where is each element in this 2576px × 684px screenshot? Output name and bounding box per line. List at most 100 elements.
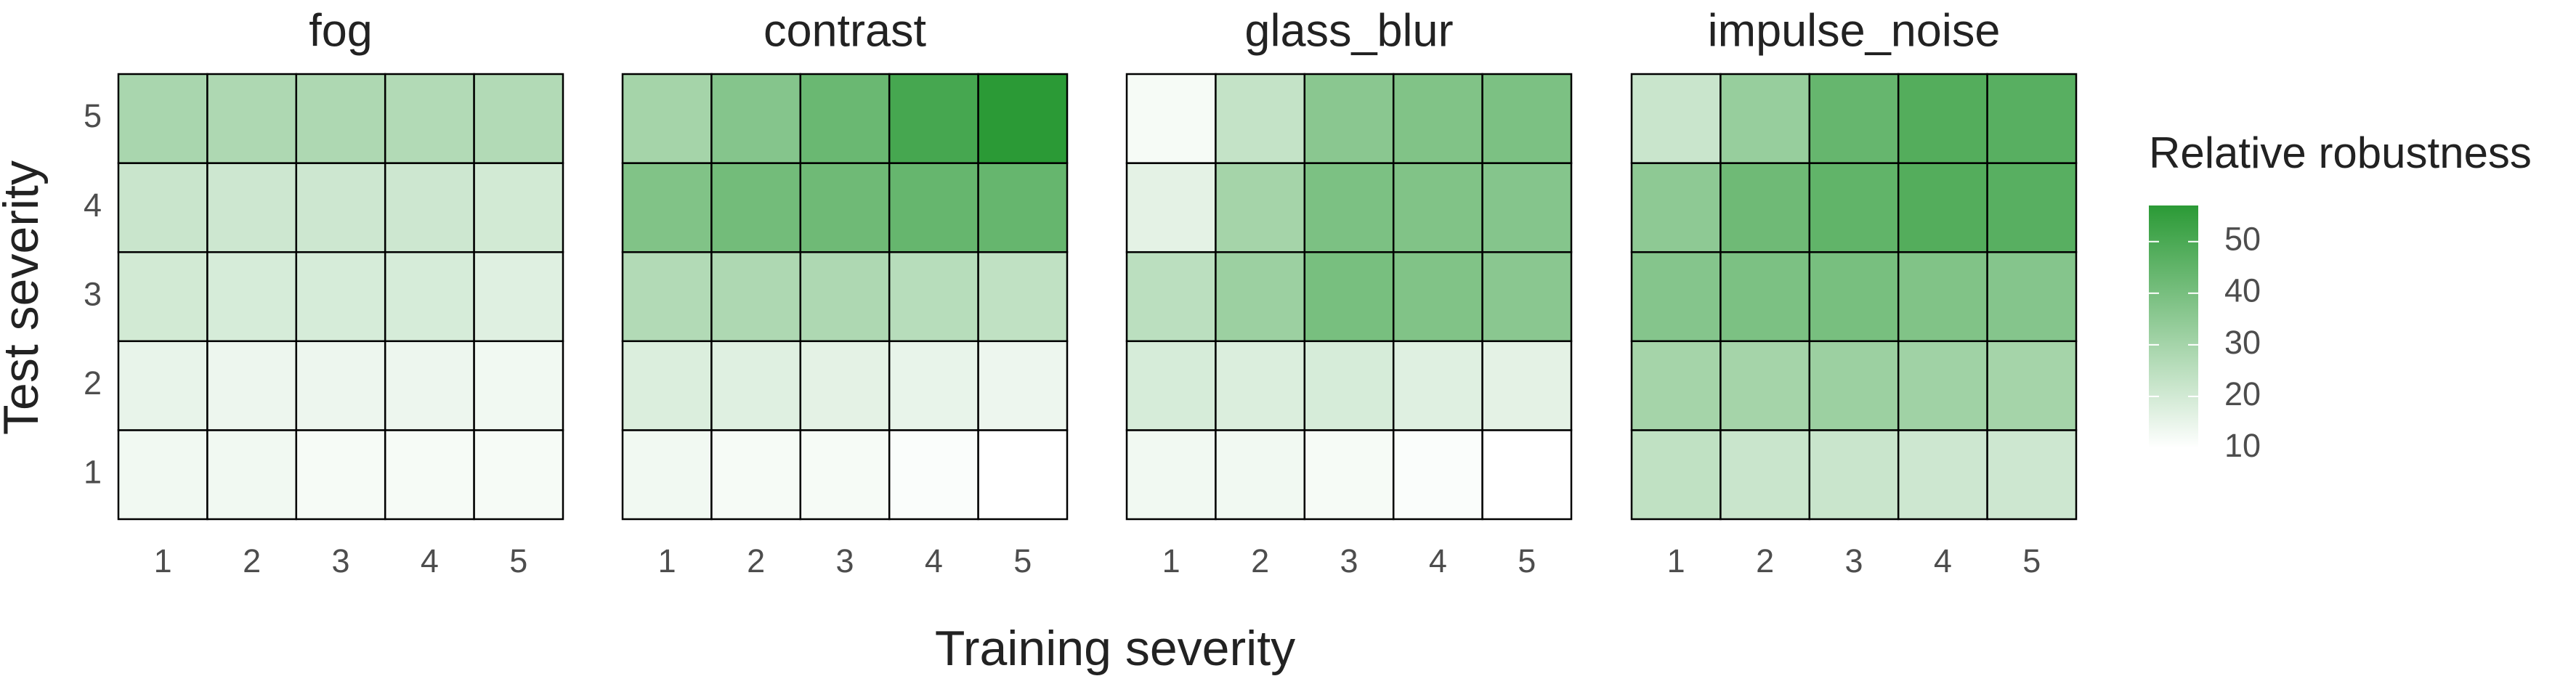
heatmap-cell	[1125, 73, 1217, 164]
heatmap-cell	[1720, 340, 1811, 431]
heatmap-cell	[888, 251, 979, 343]
heatmap-cell	[1630, 162, 1722, 253]
heatmap-cell	[799, 73, 891, 164]
heatmap-cell	[1720, 429, 1811, 521]
heatmap-cell	[295, 340, 386, 431]
heatmap-cell	[117, 73, 208, 164]
x-tick-label: 2	[747, 542, 765, 579]
heatmap-cell	[1986, 429, 2078, 521]
heatmap-cell	[1481, 251, 1573, 343]
heatmap-cell	[1986, 340, 2078, 431]
y-tick-label: 1	[84, 454, 102, 491]
heatmap-cell	[295, 429, 386, 521]
legend-tick-label: 20	[2224, 375, 2261, 412]
legend-title: Relative robustness	[2149, 129, 2532, 177]
heatmap-cell	[1897, 73, 1988, 164]
heatmap-cell	[117, 251, 208, 343]
heatmap-cell	[1808, 73, 1900, 164]
heatmap-cell	[977, 251, 1069, 343]
panel-title: glass_blur	[1244, 6, 1453, 57]
heatmap-cell	[1303, 340, 1395, 431]
heatmap-cell	[621, 251, 713, 343]
heatmap-cell	[621, 162, 713, 253]
y-tick-label: 2	[84, 365, 102, 402]
heatmap-cell	[1215, 251, 1306, 343]
legend-tick-label: 10	[2224, 427, 2261, 464]
heatmap-cell	[710, 251, 802, 343]
heatmap-cell	[621, 340, 713, 431]
heatmap-cell	[1808, 162, 1900, 253]
heatmap-cell	[1808, 429, 1900, 521]
legend-tick-label: 50	[2224, 221, 2261, 258]
heatmap-cell	[473, 340, 564, 431]
legend-tick-label: 40	[2224, 272, 2261, 309]
x-tick-label: 5	[2022, 542, 2041, 579]
x-tick-label: 3	[1340, 542, 1358, 579]
heatmap-cell	[1481, 162, 1573, 253]
heatmap-cell	[799, 429, 891, 521]
x-tick-label: 2	[1756, 542, 1774, 579]
x-tick-label: 4	[1429, 542, 1447, 579]
heatmap-cell	[1125, 162, 1217, 253]
heatmap-cell	[473, 162, 564, 253]
heatmap-cell	[1897, 162, 1988, 253]
y-axis-label: Test severity	[0, 160, 49, 435]
heatmap-cell	[1303, 73, 1395, 164]
heatmap-cell	[1303, 162, 1395, 253]
x-tick-label: 2	[1251, 542, 1269, 579]
heatmap-cell	[1720, 162, 1811, 253]
heatmap-cell	[1808, 340, 1900, 431]
x-tick-label: 3	[331, 542, 349, 579]
panel-title: contrast	[764, 6, 927, 57]
heatmap-cell	[1897, 340, 1988, 431]
heatmap-cell	[888, 340, 979, 431]
heatmap-cell	[888, 162, 979, 253]
panel-title: fog	[309, 6, 373, 57]
heatmap-cell	[473, 429, 564, 521]
heatmap-cell	[117, 162, 208, 253]
y-tick-label: 3	[84, 275, 102, 312]
heatmap-cell	[1481, 340, 1573, 431]
heatmap-cell	[710, 73, 802, 164]
heatmap-cell	[295, 251, 386, 343]
heatmap-cell	[1392, 73, 1483, 164]
heatmap-cell	[384, 429, 475, 521]
heatmap-cell	[977, 340, 1069, 431]
heatmap-cell	[1808, 251, 1900, 343]
x-tick-label: 5	[1518, 542, 1536, 579]
x-tick-label: 5	[509, 542, 527, 579]
heatmap-cell	[1897, 429, 1988, 521]
x-tick-label: 4	[421, 542, 439, 579]
heatmap-cell	[1986, 251, 2078, 343]
heatmap-cell	[117, 429, 208, 521]
heatmap-cell	[1481, 429, 1573, 521]
heatmap-cell	[206, 251, 298, 343]
heatmap-cell	[1481, 73, 1573, 164]
y-tick-label: 4	[84, 187, 102, 224]
heatmap-cell	[206, 429, 298, 521]
x-axis-label: Training severity	[935, 621, 1295, 676]
x-tick-label: 3	[1844, 542, 1863, 579]
heatmap-cell	[1215, 73, 1306, 164]
heatmap-cell	[710, 429, 802, 521]
heatmap-cell	[1986, 73, 2078, 164]
heatmap-cell	[1392, 162, 1483, 253]
panel-title: impulse_noise	[1708, 6, 2001, 57]
heatmap-cell	[710, 340, 802, 431]
heatmap-cell	[1303, 429, 1395, 521]
heatmap-cell	[710, 162, 802, 253]
heatmap-cell	[384, 73, 475, 164]
x-tick-label: 4	[925, 542, 943, 579]
heatmap-cell	[295, 162, 386, 253]
x-tick-label: 1	[1162, 542, 1180, 579]
heatmap-cell	[1630, 340, 1722, 431]
heatmap-cell	[473, 73, 564, 164]
x-tick-label: 5	[1013, 542, 1032, 579]
heatmap-cell	[1125, 429, 1217, 521]
heatmap-cell	[1125, 251, 1217, 343]
heatmap-cell	[621, 429, 713, 521]
heatmap-cell	[1630, 429, 1722, 521]
heatmap-cell	[206, 340, 298, 431]
heatmap-cell	[799, 162, 891, 253]
heatmap-cell	[295, 73, 386, 164]
